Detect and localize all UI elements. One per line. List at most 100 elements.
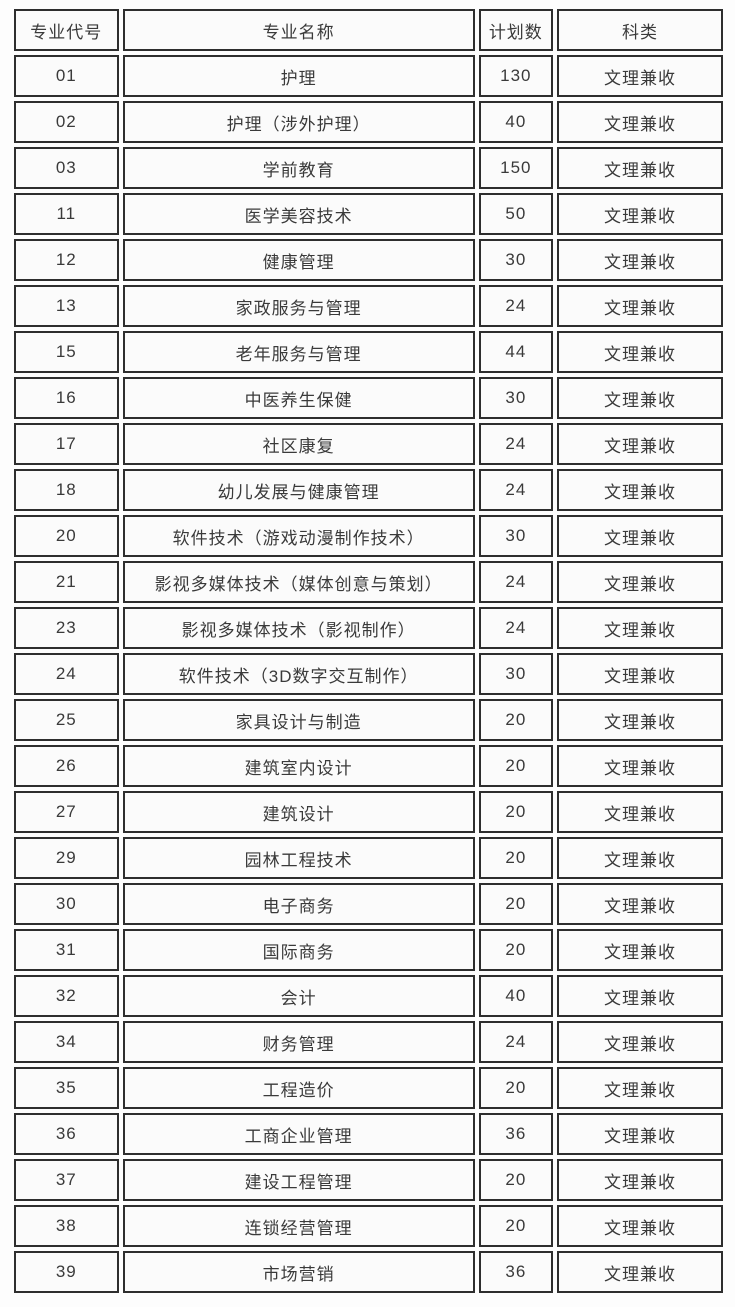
category-cell: 文理兼收 [557,1159,723,1201]
category-cell: 文理兼收 [557,1205,723,1247]
table-row: 16 中医养生保健 30 文理兼收 [14,377,723,419]
major-name-cell: 医学美容技术 [122,193,475,235]
table-row: 26 建筑室内设计 20 文理兼收 [14,745,723,787]
major-code-cell: 25 [14,699,119,741]
plan-count-cell: 24 [478,469,554,511]
category-cell: 文理兼收 [557,699,723,741]
table-row: 31 国际商务 20 文理兼收 [14,929,723,971]
plan-count-cell: 24 [478,561,554,603]
table-row: 36 工商企业管理 36 文理兼收 [14,1113,723,1155]
major-name-cell: 工商企业管理 [122,1113,475,1155]
major-code-cell: 24 [14,653,119,695]
table-body: 01 护理 130 文理兼收 02 护理（涉外护理） 40 文理兼收 03 学前教育 150 文理兼收… [14,55,723,1293]
plan-count-cell: 20 [478,745,554,787]
table-row: 17 社区康复 24 文理兼收 [14,423,723,465]
major-code-cell: 18 [14,469,119,511]
table-row: 15 老年服务与管理 44 文理兼收 [14,331,723,373]
category-cell: 文理兼收 [557,883,723,925]
table-row: 39 市场营销 36 文理兼收 [14,1251,723,1293]
category-cell: 文理兼收 [557,745,723,787]
category-cell: 文理兼收 [557,515,723,557]
plan-count-cell: 20 [478,929,554,971]
category-cell: 文理兼收 [557,1113,723,1155]
major-name-cell: 影视多媒体技术（影视制作） [122,607,475,649]
header-category: 科类 [557,9,723,51]
category-cell: 文理兼收 [557,653,723,695]
table-row: 01 护理 130 文理兼收 [14,55,723,97]
major-name-cell: 老年服务与管理 [122,331,475,373]
category-cell: 文理兼收 [557,377,723,419]
major-name-cell: 护理 [122,55,475,97]
plan-count-cell: 130 [478,55,554,97]
category-cell: 文理兼收 [557,607,723,649]
table-row: 23 影视多媒体技术（影视制作） 24 文理兼收 [14,607,723,649]
major-code-cell: 03 [14,147,119,189]
major-name-cell: 财务管理 [122,1021,475,1063]
category-cell: 文理兼收 [557,101,723,143]
category-cell: 文理兼收 [557,193,723,235]
table-row: 35 工程造价 20 文理兼收 [14,1067,723,1109]
major-code-cell: 20 [14,515,119,557]
category-cell: 文理兼收 [557,423,723,465]
major-name-cell: 中医养生保健 [122,377,475,419]
category-cell: 文理兼收 [557,1021,723,1063]
major-code-cell: 39 [14,1251,119,1293]
category-cell: 文理兼收 [557,147,723,189]
plan-count-cell: 150 [478,147,554,189]
plan-count-cell: 20 [478,837,554,879]
major-code-cell: 01 [14,55,119,97]
table-row: 02 护理（涉外护理） 40 文理兼收 [14,101,723,143]
category-cell: 文理兼收 [557,239,723,281]
category-cell: 文理兼收 [557,929,723,971]
major-name-cell: 市场营销 [122,1251,475,1293]
plan-count-cell: 24 [478,423,554,465]
major-code-cell: 15 [14,331,119,373]
major-code-cell: 37 [14,1159,119,1201]
plan-count-cell: 44 [478,331,554,373]
major-name-cell: 工程造价 [122,1067,475,1109]
major-name-cell: 软件技术（3D数字交互制作） [122,653,475,695]
major-code-cell: 34 [14,1021,119,1063]
major-name-cell: 影视多媒体技术（媒体创意与策划） [122,561,475,603]
table-row: 25 家具设计与制造 20 文理兼收 [14,699,723,741]
major-code-cell: 27 [14,791,119,833]
plan-count-cell: 36 [478,1251,554,1293]
major-code-cell: 26 [14,745,119,787]
header-major-name: 专业名称 [122,9,475,51]
plan-count-cell: 40 [478,101,554,143]
major-code-cell: 29 [14,837,119,879]
table-row: 12 健康管理 30 文理兼收 [14,239,723,281]
plan-count-cell: 50 [478,193,554,235]
major-code-cell: 30 [14,883,119,925]
major-name-cell: 护理（涉外护理） [122,101,475,143]
plan-count-cell: 20 [478,1205,554,1247]
major-code-cell: 21 [14,561,119,603]
major-name-cell: 电子商务 [122,883,475,925]
table-header-row: 专业代号 专业名称 计划数 科类 [14,9,723,51]
plan-count-cell: 24 [478,607,554,649]
major-name-cell: 幼儿发展与健康管理 [122,469,475,511]
plan-count-cell: 30 [478,377,554,419]
plan-count-cell: 20 [478,699,554,741]
category-cell: 文理兼收 [557,469,723,511]
category-cell: 文理兼收 [557,1067,723,1109]
major-name-cell: 园林工程技术 [122,837,475,879]
admission-plan-table: 专业代号 专业名称 计划数 科类 01 护理 130 文理兼收 02 护理（涉外护理） 40… [10,5,727,1297]
plan-count-cell: 24 [478,1021,554,1063]
major-code-cell: 23 [14,607,119,649]
table-row: 20 软件技术（游戏动漫制作技术） 30 文理兼收 [14,515,723,557]
major-code-cell: 17 [14,423,119,465]
table-row: 37 建设工程管理 20 文理兼收 [14,1159,723,1201]
table-row: 24 软件技术（3D数字交互制作） 30 文理兼收 [14,653,723,695]
table-row: 13 家政服务与管理 24 文理兼收 [14,285,723,327]
plan-count-cell: 36 [478,1113,554,1155]
major-name-cell: 建设工程管理 [122,1159,475,1201]
header-plan-count: 计划数 [478,9,554,51]
category-cell: 文理兼收 [557,791,723,833]
major-name-cell: 社区康复 [122,423,475,465]
table-row: 32 会计 40 文理兼收 [14,975,723,1017]
major-code-cell: 02 [14,101,119,143]
major-name-cell: 会计 [122,975,475,1017]
major-name-cell: 建筑设计 [122,791,475,833]
